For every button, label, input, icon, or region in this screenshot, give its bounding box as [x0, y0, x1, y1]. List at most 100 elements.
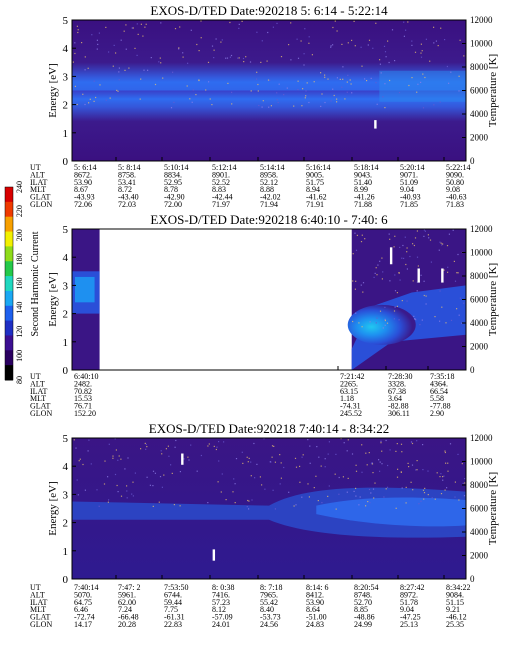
speckle-dot	[420, 56, 423, 58]
speckle-dot	[381, 278, 383, 280]
speckle-dot	[383, 45, 386, 47]
speckle-dot	[396, 443, 398, 445]
speckle-dot	[296, 38, 298, 40]
speckle-dot	[309, 445, 311, 447]
speckle-dot	[379, 470, 381, 472]
speckle-dot	[190, 29, 192, 31]
speckle-dot	[234, 483, 236, 485]
speckle-dot	[313, 81, 315, 83]
speckle-dot	[318, 456, 320, 458]
speckle-dot	[97, 43, 99, 45]
speckle-dot	[217, 481, 219, 483]
speckle-dot	[280, 462, 282, 464]
y2-tick-label: 2000	[470, 551, 489, 561]
speckle-dot	[403, 257, 405, 259]
speckle-dot	[446, 487, 448, 489]
band-enhancement	[379, 70, 466, 102]
row-value: 6.46	[74, 605, 88, 614]
speckle-dot	[116, 484, 118, 487]
speckle-dot	[160, 22, 162, 24]
speckle-dot	[339, 78, 341, 80]
speckle-dot	[109, 97, 111, 99]
speckle-dot	[261, 106, 263, 108]
colorbar-title: Second Harmonic Current	[30, 231, 41, 336]
row-value: 8:27:42	[400, 583, 424, 592]
speckle-dot	[338, 493, 340, 495]
speckle-dot	[445, 322, 447, 324]
speckle-dot	[218, 441, 220, 443]
y2-tick-label: 12000	[470, 224, 493, 234]
y2-tick-label: 0	[470, 365, 475, 375]
speckle-dot	[118, 79, 120, 81]
y2-tick-label: 6000	[470, 86, 489, 96]
speckle-dot	[251, 499, 253, 501]
speckle-dot	[346, 450, 348, 452]
y-tick-label: 2	[63, 309, 69, 321]
speckle-dot	[134, 472, 136, 474]
speckle-dot	[346, 81, 348, 83]
speckle-dot	[211, 45, 214, 47]
speckle-dot	[215, 448, 217, 451]
y2-tick-label: 4000	[470, 527, 489, 537]
row-label-glon: GLON	[30, 409, 52, 418]
speckle-dot	[159, 57, 161, 59]
speckle-dot	[445, 462, 447, 464]
speckle-dot	[385, 488, 387, 490]
speckle-dot	[225, 499, 227, 501]
y2-tick-label: 10000	[470, 248, 493, 258]
speckle-dot	[384, 83, 386, 85]
row-label-ilat: ILAT	[30, 598, 47, 607]
speckle-dot	[402, 244, 404, 247]
speckle-dot	[279, 454, 281, 456]
row-value: 6:40:10	[74, 372, 98, 381]
speckle-dot	[262, 100, 264, 102]
row-value: 15.53	[74, 394, 92, 403]
speckle-dot	[383, 496, 385, 498]
speckle-dot	[361, 471, 363, 473]
speckle-dot	[457, 253, 459, 256]
row-value: -42.44	[212, 193, 233, 202]
band-core	[316, 497, 466, 527]
speckle-dot	[117, 90, 119, 92]
speckle-dot	[99, 84, 101, 86]
speckle-dot	[257, 83, 259, 86]
speckle-dot	[406, 247, 408, 249]
speckle-dot	[324, 466, 326, 468]
speckle-dot	[364, 78, 366, 80]
noise-speckle	[352, 229, 465, 329]
row-value: -74.31	[340, 402, 361, 411]
row-value: -43.93	[74, 193, 95, 202]
speckle-dot	[257, 90, 259, 92]
speckle-dot	[370, 492, 372, 494]
row-value: 8.99	[354, 185, 368, 194]
y-tick-label: 3	[63, 71, 69, 83]
speckle-dot	[403, 21, 405, 23]
y2-tick-label: 0	[470, 156, 475, 166]
speckle-dot	[401, 257, 403, 259]
speckle-dot	[405, 502, 407, 504]
speckle-dot	[211, 104, 213, 106]
speckle-dot	[355, 470, 358, 472]
speckle-dot	[422, 489, 425, 491]
speckle-dot	[417, 265, 419, 267]
speckle-dot	[401, 300, 403, 302]
speckle-dot	[107, 476, 109, 478]
speckle-dot	[378, 459, 380, 461]
row-value: 9.04	[400, 605, 414, 614]
speckle-dot	[336, 98, 338, 100]
speckle-dot	[384, 319, 386, 322]
speckle-dot	[344, 98, 346, 100]
y-axis-energy: 0 1 2 3 4 5 Energy [eV]	[47, 224, 76, 377]
colorbar-segment	[5, 187, 13, 203]
speckle-dot	[248, 508, 250, 510]
speckle-dot	[140, 448, 142, 450]
row-value: 24.83	[306, 620, 324, 629]
speckle-dot	[93, 80, 95, 82]
row-value: 63.15	[340, 387, 358, 396]
colorbar-tick-label: 240	[15, 181, 24, 193]
colorbar-segment	[5, 216, 13, 233]
y-tick-label: 1	[63, 546, 69, 558]
row-value: 57.23	[212, 598, 230, 607]
speckle-dot	[90, 463, 92, 465]
speckle-dot	[361, 234, 363, 236]
